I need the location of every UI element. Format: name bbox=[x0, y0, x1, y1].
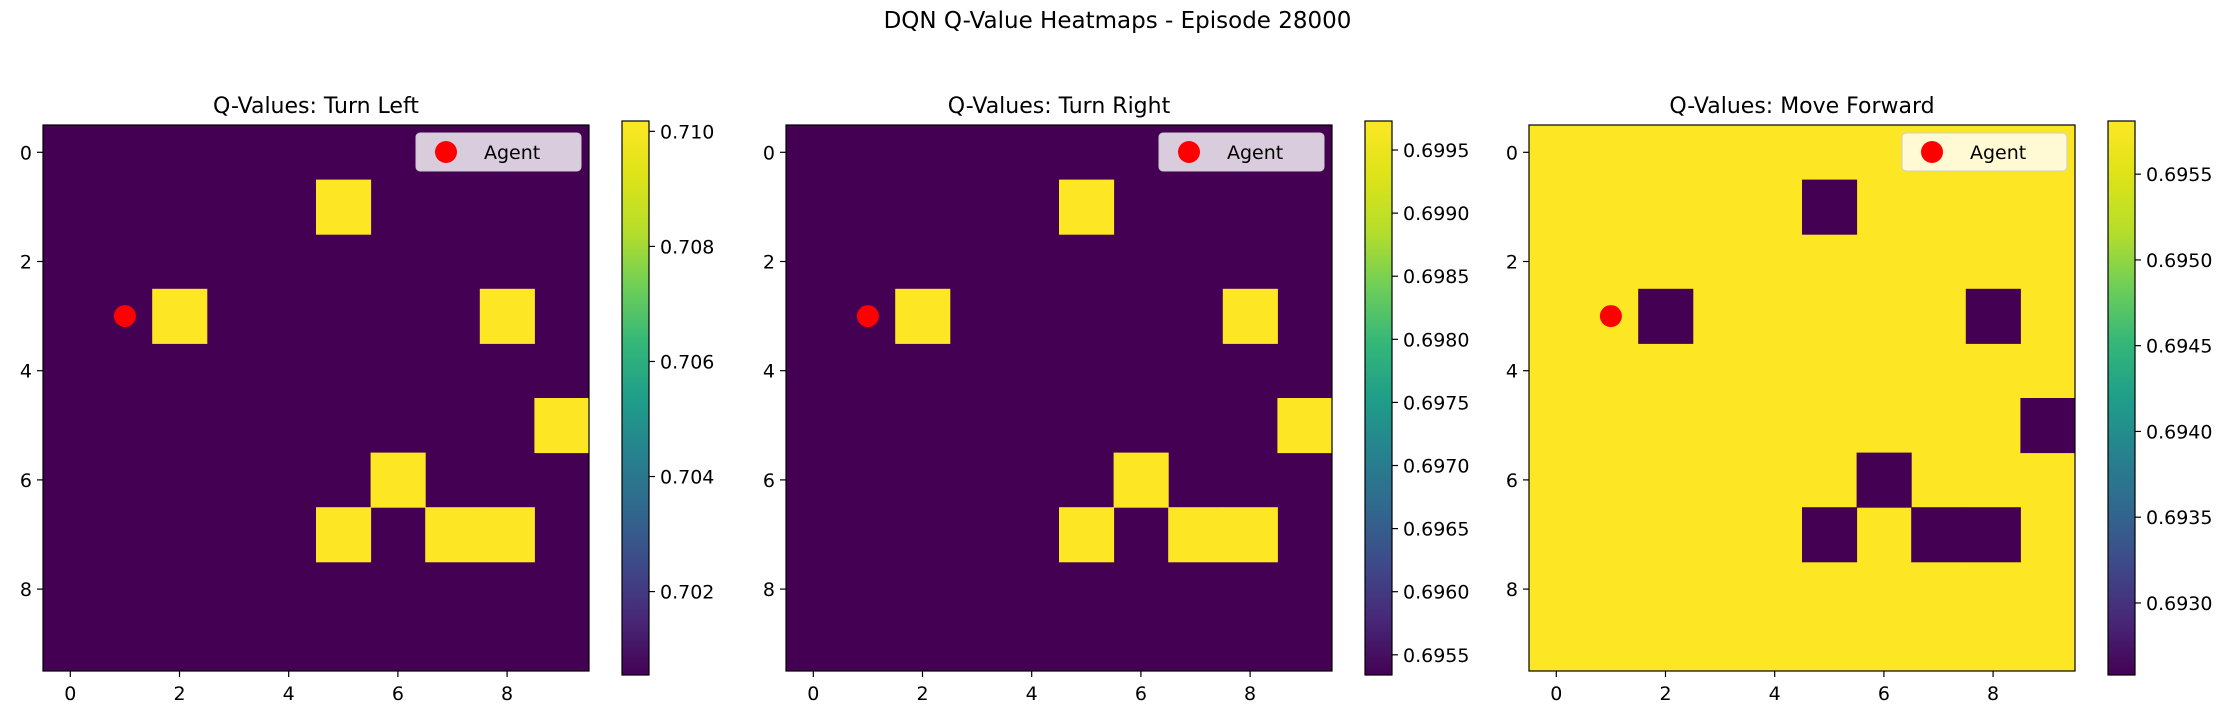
legend-agent-marker bbox=[1178, 141, 1200, 163]
x-tick-label: 6 bbox=[392, 683, 404, 705]
x-tick-label: 4 bbox=[1026, 683, 1038, 705]
heatmap-title: Q-Values: Move Forward bbox=[1669, 94, 1934, 119]
y-tick-label: 8 bbox=[20, 579, 32, 601]
colorbar-tick-label: 0.6945 bbox=[2146, 336, 2212, 358]
heatmap-title: Q-Values: Turn Right bbox=[948, 94, 1171, 119]
colorbar-tick-label: 0.6970 bbox=[1403, 456, 1469, 478]
heatmap-cell bbox=[895, 289, 950, 344]
colorbar-tick-label: 0.6975 bbox=[1403, 392, 1469, 414]
colorbar-tick-label: 0.6985 bbox=[1403, 266, 1469, 288]
heatmap-cell bbox=[1638, 289, 1693, 344]
y-tick-label: 8 bbox=[763, 579, 775, 601]
heatmap-cell bbox=[480, 507, 535, 562]
heatmap-cell bbox=[152, 289, 207, 344]
colorbar-tick-label: 0.702 bbox=[660, 582, 714, 604]
x-tick-label: 6 bbox=[1878, 683, 1890, 705]
x-tick-label: 8 bbox=[1987, 683, 1999, 705]
colorbar bbox=[1365, 121, 1392, 675]
agent-marker bbox=[114, 305, 136, 327]
heatmap-cell bbox=[1802, 180, 1857, 235]
colorbar-tick-label: 0.6995 bbox=[1403, 140, 1469, 162]
colorbar-tick-label: 0.6935 bbox=[2146, 507, 2212, 529]
y-tick-label: 2 bbox=[763, 252, 775, 274]
heatmap-cell bbox=[534, 398, 589, 453]
colorbar-tick-label: 0.6930 bbox=[2146, 593, 2212, 615]
y-tick-label: 0 bbox=[20, 142, 32, 164]
heatmap-cell bbox=[1223, 289, 1278, 344]
heatmap-cell bbox=[1966, 507, 2021, 562]
legend-agent-marker bbox=[1921, 141, 1943, 163]
x-tick-label: 2 bbox=[916, 683, 928, 705]
colorbar-tick-label: 0.706 bbox=[660, 351, 714, 373]
y-tick-label: 4 bbox=[763, 361, 775, 383]
heatmap-cell bbox=[480, 289, 535, 344]
heatmap-title: Q-Values: Turn Left bbox=[213, 94, 419, 119]
y-tick-label: 2 bbox=[1506, 252, 1518, 274]
heatmap-cell bbox=[1277, 398, 1332, 453]
heatmap-cell bbox=[1059, 180, 1114, 235]
colorbar bbox=[622, 121, 649, 675]
y-tick-label: 4 bbox=[1506, 361, 1518, 383]
y-tick-label: 0 bbox=[763, 142, 775, 164]
x-tick-label: 8 bbox=[501, 683, 513, 705]
y-tick-label: 6 bbox=[763, 470, 775, 492]
colorbar-tick-label: 0.6980 bbox=[1403, 329, 1469, 351]
y-tick-label: 6 bbox=[1506, 470, 1518, 492]
legend-label: Agent bbox=[1970, 142, 2026, 164]
heatmap-cell bbox=[1114, 453, 1169, 508]
colorbar-tick-label: 0.704 bbox=[660, 467, 714, 489]
heatmap-cell bbox=[1168, 507, 1223, 562]
legend-label: Agent bbox=[484, 142, 540, 164]
colorbar-tick-label: 0.6955 bbox=[1403, 645, 1469, 667]
x-tick-label: 2 bbox=[1659, 683, 1671, 705]
x-tick-label: 0 bbox=[64, 683, 76, 705]
colorbar bbox=[2108, 121, 2135, 675]
heatmap-cell bbox=[316, 507, 371, 562]
heatmap-panel-2: Q-Values: Turn Right 0 2 4 6 8 0 2 4 6 8 Agent 0.695… bbox=[763, 94, 1470, 705]
x-tick-label: 2 bbox=[173, 683, 185, 705]
heatmap-cell bbox=[1059, 507, 1114, 562]
x-tick-label: 0 bbox=[807, 683, 819, 705]
heatmap-cell bbox=[371, 453, 426, 508]
colorbar-tick-label: 0.708 bbox=[660, 236, 714, 258]
x-tick-label: 8 bbox=[1244, 683, 1256, 705]
heatmap-cell bbox=[1857, 453, 1912, 508]
x-tick-label: 4 bbox=[1769, 683, 1781, 705]
colorbar-tick-label: 0.6950 bbox=[2146, 250, 2212, 272]
heatmap-cell bbox=[316, 180, 371, 235]
heatmap-cell bbox=[1223, 507, 1278, 562]
y-tick-label: 6 bbox=[20, 470, 32, 492]
y-tick-label: 0 bbox=[1506, 142, 1518, 164]
colorbar-tick-label: 0.6990 bbox=[1403, 203, 1469, 225]
colorbar-tick-label: 0.6965 bbox=[1403, 519, 1469, 541]
agent-marker bbox=[857, 305, 879, 327]
x-tick-label: 4 bbox=[283, 683, 295, 705]
heatmap-cell bbox=[2020, 398, 2075, 453]
colorbar-tick-label: 0.6960 bbox=[1403, 582, 1469, 604]
colorbar-tick-label: 0.6940 bbox=[2146, 421, 2212, 443]
heatmap-cell bbox=[425, 507, 480, 562]
colorbar-tick-label: 0.710 bbox=[660, 121, 714, 143]
heatmap-cell bbox=[1802, 507, 1857, 562]
y-tick-label: 4 bbox=[20, 361, 32, 383]
legend-label: Agent bbox=[1227, 142, 1283, 164]
x-tick-label: 6 bbox=[1135, 683, 1147, 705]
heatmap-panel-1: Q-Values: Turn Left 0 2 4 6 8 0 2 4 6 8 Agent 0.702 0… bbox=[20, 94, 715, 705]
y-tick-label: 2 bbox=[20, 252, 32, 274]
agent-marker bbox=[1600, 305, 1622, 327]
y-tick-label: 8 bbox=[1506, 579, 1518, 601]
x-tick-label: 0 bbox=[1550, 683, 1562, 705]
heatmap-panel-3: Q-Values: Move Forward 0 2 4 6 8 0 2 4 6 8 Agent 0.6… bbox=[1506, 94, 2213, 705]
heatmap-cell bbox=[1911, 507, 1966, 562]
colorbar-tick-label: 0.6955 bbox=[2146, 164, 2212, 186]
legend-agent-marker bbox=[435, 141, 457, 163]
heatmap-cell bbox=[1966, 289, 2021, 344]
